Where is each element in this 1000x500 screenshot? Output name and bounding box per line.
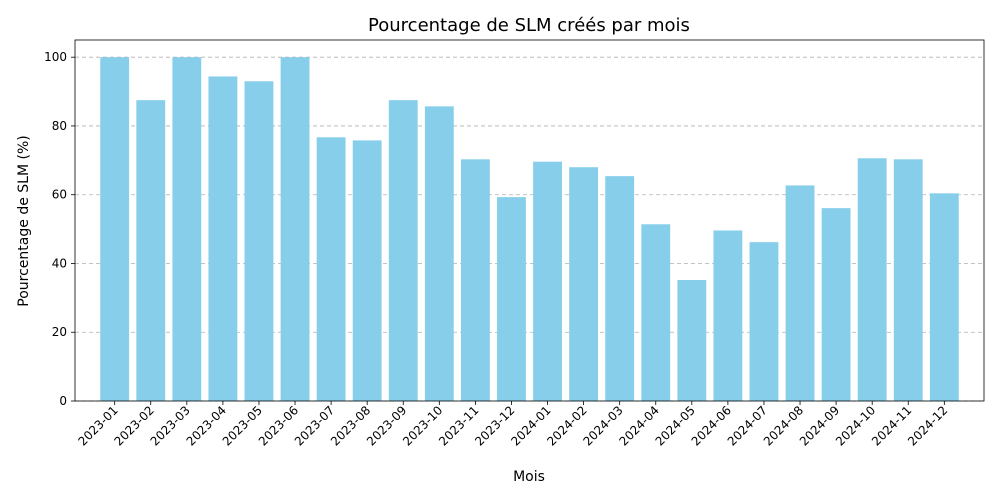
bar-2023-09 — [388, 100, 418, 402]
bar-2023-10 — [424, 106, 454, 402]
plot-frame — [74, 39, 985, 402]
bar-2024-08 — [785, 185, 815, 401]
x-axis-label: Mois — [513, 469, 545, 485]
bar-2024-04 — [641, 224, 671, 401]
y-tick-label: 20 — [52, 325, 67, 339]
x-axis-ticks: 2023-012023-022023-032023-042023-052023-… — [75, 401, 950, 449]
bar-2024-05 — [677, 279, 707, 401]
bar-2024-02 — [569, 167, 599, 401]
y-axis-label: Pourcentage de SLM (%) — [16, 135, 32, 306]
bar-2023-11 — [460, 159, 490, 401]
bars — [100, 57, 959, 402]
x-tick-label: 2024-12 — [905, 403, 950, 448]
bar-2023-02 — [136, 100, 166, 402]
bar-2024-01 — [533, 161, 562, 401]
bar-2024-06 — [713, 230, 743, 401]
y-tick-label: 100 — [44, 50, 67, 64]
bar-2023-03 — [172, 57, 202, 401]
y-axis-ticks: 0 20 40 60 80 100 — [44, 50, 75, 408]
bar-2023-12 — [497, 197, 526, 401]
bar-2024-10 — [857, 158, 887, 401]
y-tick-label: 60 — [52, 188, 67, 202]
bar-2024-09 — [821, 208, 851, 401]
bar-2023-04 — [208, 76, 238, 401]
bar-2024-12 — [929, 193, 959, 401]
y-tick-label: 40 — [52, 256, 67, 270]
y-tick-label: 80 — [52, 119, 67, 133]
bar-2024-11 — [893, 159, 923, 401]
bar-2024-07 — [749, 242, 779, 401]
bar-2023-06 — [280, 57, 310, 401]
chart-title: Pourcentage de SLM créés par mois — [368, 15, 690, 36]
bar-2023-08 — [352, 140, 382, 401]
bar-2023-01 — [100, 57, 130, 401]
bar-2023-05 — [244, 81, 274, 401]
bar-2023-07 — [316, 137, 346, 401]
axes — [74, 39, 985, 402]
y-tick-label: 0 — [59, 394, 67, 408]
bar-2024-03 — [605, 176, 635, 401]
